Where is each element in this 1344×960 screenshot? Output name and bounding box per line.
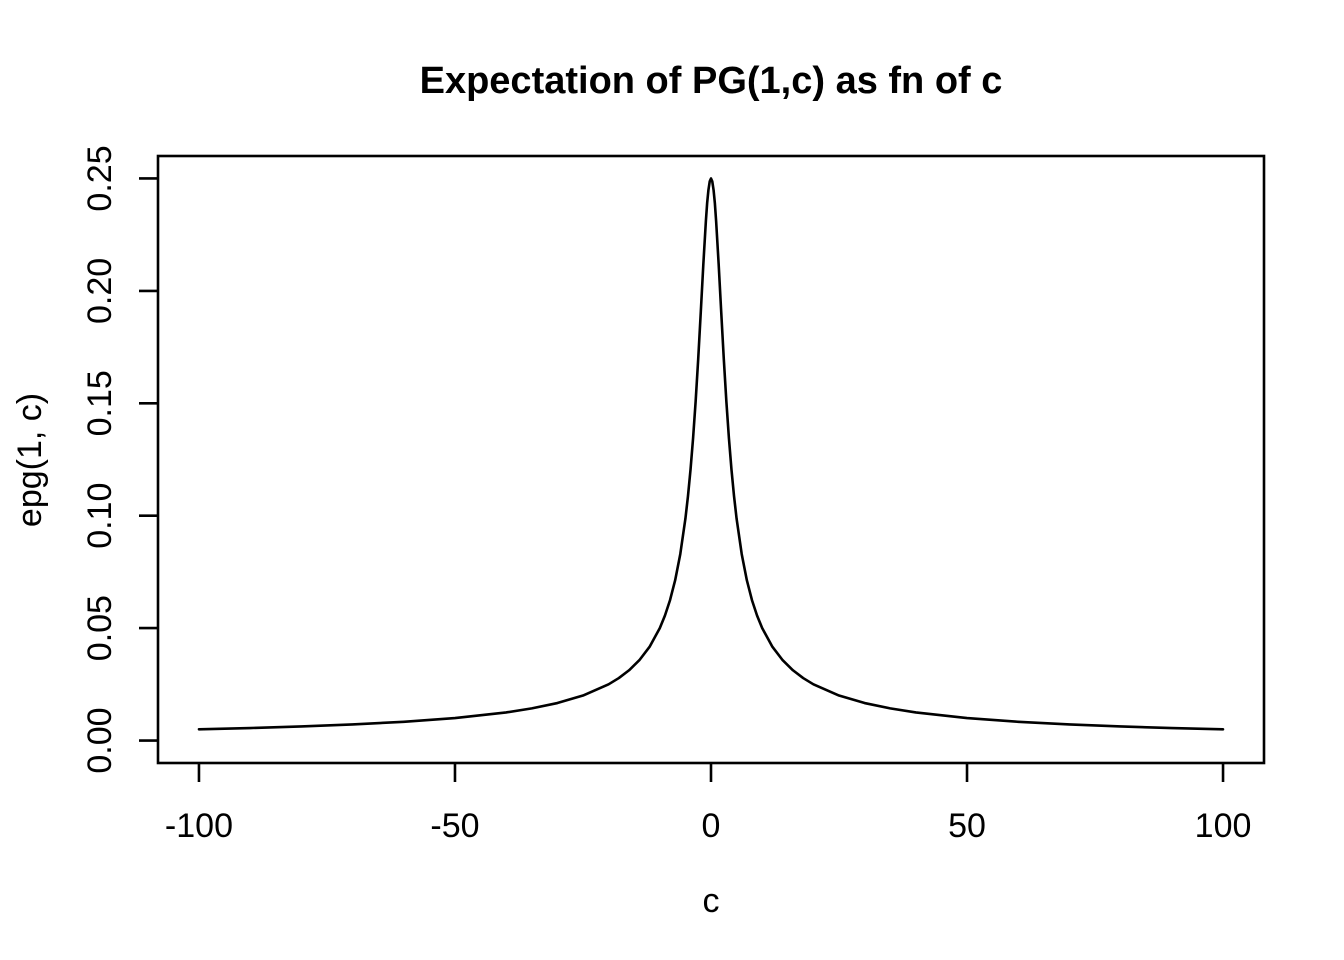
y-tick-label: 0.00 [81,707,119,773]
x-tick-label: 100 [1195,807,1252,845]
x-tick-label: 0 [702,807,721,845]
x-tick-label: 50 [948,807,986,845]
y-tick-label: 0.25 [81,145,119,211]
y-tick-label: 0.05 [81,595,119,661]
x-tick-label: -50 [430,807,479,845]
chart-title: Expectation of PG(1,c) as fn of c [419,60,1003,102]
x-tick-label: -100 [165,807,233,845]
curve-line [197,177,1225,731]
x-axis-label: c [702,882,720,920]
y-tick-label: 0.20 [81,258,119,324]
plot-box [156,154,1266,765]
y-tick-label: 0.15 [81,370,119,436]
y-tick-label: 0.10 [81,483,119,549]
